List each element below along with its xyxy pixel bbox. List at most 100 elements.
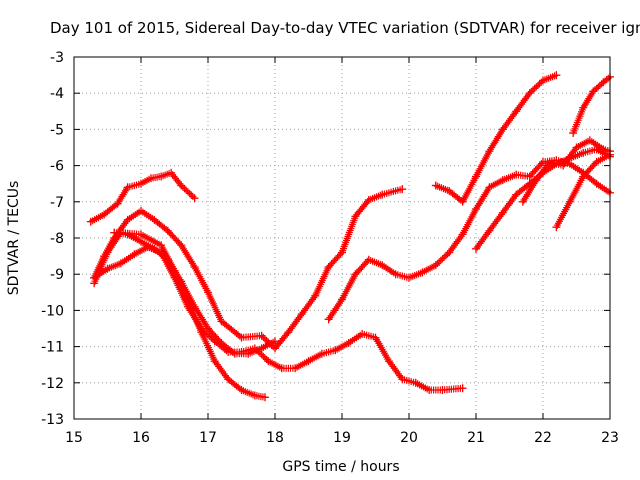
data-point <box>579 103 588 112</box>
grid <box>74 57 610 419</box>
plus-markers <box>325 156 614 323</box>
plus-markers <box>90 243 467 394</box>
x-tick-label: 17 <box>199 430 217 446</box>
data-point <box>378 190 387 199</box>
data-point <box>485 147 494 156</box>
data-point <box>150 215 159 224</box>
data-point <box>351 270 360 279</box>
data-point <box>552 71 561 80</box>
data-point <box>384 357 393 366</box>
data-point <box>545 158 554 166</box>
series-arc-11 <box>569 72 614 137</box>
data-point <box>183 302 192 311</box>
data-point <box>103 264 112 273</box>
data-point <box>498 176 507 185</box>
data-point <box>250 391 259 400</box>
data-point <box>190 263 199 271</box>
data-point <box>244 349 253 358</box>
plot-frame <box>73 56 611 420</box>
series-arc-9 <box>518 136 614 206</box>
x-axis-label: GPS time / hours <box>282 459 399 475</box>
data-point <box>271 344 279 353</box>
x-tick-label: 15 <box>65 430 83 446</box>
data-point <box>364 196 373 204</box>
data-point <box>291 364 300 373</box>
data-point <box>418 268 427 277</box>
series-arc-4 <box>90 243 467 394</box>
data-point <box>224 375 233 384</box>
data-point <box>123 230 132 239</box>
data-point <box>498 208 507 217</box>
data-point <box>90 273 99 282</box>
chart-title: Day 101 of 2015, Sidereal Day-to-day VTE… <box>50 19 640 37</box>
plus-markers <box>110 229 279 358</box>
data-point <box>599 78 608 87</box>
data-point <box>579 148 588 157</box>
data-point <box>518 197 527 206</box>
data-point <box>364 255 373 264</box>
data-point <box>338 295 346 304</box>
data-point <box>147 174 155 183</box>
data-point <box>110 228 119 237</box>
data-point <box>137 230 145 239</box>
data-point <box>458 197 467 206</box>
series-arc-6 <box>324 156 614 324</box>
data-point <box>592 179 601 188</box>
data-point <box>324 315 333 324</box>
y-tick-label: -11 <box>41 340 64 356</box>
data-point <box>445 248 454 257</box>
data-point <box>338 248 346 257</box>
data-point <box>210 357 219 366</box>
x-tick-label: 22 <box>534 430 552 446</box>
data-point <box>445 186 454 195</box>
data-point <box>585 136 594 145</box>
y-tick-label: -4 <box>50 86 64 102</box>
data-point <box>592 158 601 166</box>
data-point <box>378 261 387 270</box>
y-tick-label: -7 <box>50 195 64 211</box>
data-point <box>458 230 467 239</box>
data-point <box>116 259 125 268</box>
data-point <box>398 375 407 384</box>
data-point <box>512 107 521 116</box>
data-point <box>177 277 186 286</box>
data-point <box>498 125 507 134</box>
data-point <box>177 241 186 250</box>
data-point <box>569 129 578 137</box>
data-point <box>261 393 269 402</box>
data-point <box>177 181 186 190</box>
data-point <box>137 206 145 215</box>
data-point <box>398 185 407 194</box>
data-point <box>485 226 494 235</box>
data-point <box>559 161 568 170</box>
y-tick-label: -5 <box>50 122 64 138</box>
y-axis-label: SDTVAR / TECUs <box>6 181 22 296</box>
data-point <box>304 357 313 366</box>
data-point <box>277 364 286 373</box>
data-point <box>472 205 480 213</box>
y-tick-label: -13 <box>41 412 64 428</box>
x-tick-label: 19 <box>333 430 351 446</box>
data-point <box>257 331 266 340</box>
data-point <box>217 339 226 347</box>
data-point <box>331 346 340 355</box>
series-arc-7 <box>431 71 561 206</box>
data-point <box>284 328 293 337</box>
data-point <box>552 223 561 232</box>
x-tick-label: 18 <box>266 430 284 446</box>
x-tick-label: 23 <box>601 430 619 446</box>
data-point <box>297 310 306 318</box>
plus-markers <box>90 229 269 401</box>
data-point <box>204 324 212 333</box>
x-tick-label: 20 <box>400 430 418 446</box>
data-point <box>425 386 434 394</box>
data-point <box>271 337 279 346</box>
data-point <box>391 270 400 279</box>
data-point <box>163 255 172 264</box>
data-point <box>532 176 541 185</box>
data-point <box>405 273 413 282</box>
data-point <box>257 344 266 353</box>
data-point <box>264 357 273 366</box>
data-point <box>539 158 547 166</box>
